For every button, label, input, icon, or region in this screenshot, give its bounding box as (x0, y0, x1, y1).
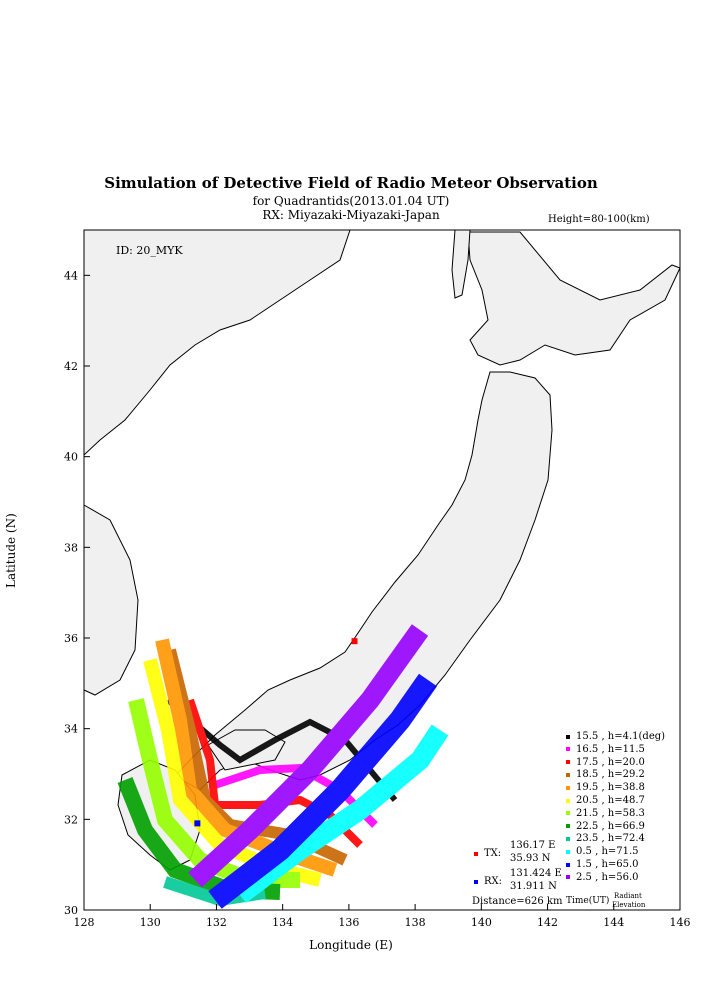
tx-lon: 136.17 E (510, 840, 556, 851)
legend-swatch (566, 772, 570, 777)
rx-lat: 31.911 N (510, 881, 557, 892)
y-ticks: 30 32 34 36 38 40 42 44 (64, 269, 90, 917)
legend-text: 17.5 , h=20.0 (576, 756, 645, 768)
legend-swatch (566, 849, 570, 854)
legend-item: 20.5 , h=48.7 (566, 795, 645, 806)
rx-marker (194, 820, 201, 827)
y-tick-label: 36 (64, 632, 78, 645)
land-hokkaido (467, 231, 681, 366)
land-mainland-asia (83, 229, 351, 457)
land-shikoku (207, 729, 286, 771)
legend-item: 19.5 , h=38.8 (566, 782, 645, 793)
legend-item: 18.5 , h=29.2 (566, 769, 645, 780)
legend-swatch (566, 785, 570, 790)
band-0130 (208, 673, 438, 909)
rx-label: RX: (484, 876, 503, 887)
tx-swatch (474, 851, 478, 856)
land-sakhalin (451, 229, 471, 299)
band-0030 (234, 724, 449, 903)
legend-text: 1.5 , h=65.0 (576, 859, 639, 870)
legend-swatch (566, 836, 570, 841)
legend-item: 15.5 , h=4.1(deg) (566, 731, 665, 742)
legend-item: 21.5 , h=58.3 (566, 808, 645, 819)
legend-text: 0.5 , h=71.5 (576, 846, 639, 858)
legend-elevation-label: Elevation (612, 901, 646, 909)
distance: Distance=626 km (472, 896, 563, 907)
legend-item: 2.5 , h=56.0 (566, 872, 639, 883)
legend-swatch (566, 734, 570, 739)
legend-swatch (566, 811, 570, 816)
x-tick-label: 140 (471, 916, 492, 929)
chart-subtitle: for Quadrantids(2013.01.04 UT) (252, 194, 450, 208)
legend-item: 1.5 , h=65.0 (566, 859, 639, 870)
y-tick-label: 34 (64, 723, 78, 736)
legend-text: 2.5 , h=56.0 (576, 871, 639, 883)
plot-frame (83, 229, 681, 911)
y-tick-label: 42 (64, 360, 78, 373)
legend-item: 17.5 , h=20.0 (566, 757, 645, 768)
chart-title: Simulation of Detective Field of Radio M… (104, 174, 598, 192)
legend-text: 22.5 , h=66.9 (576, 820, 645, 832)
x-tick-label: 134 (272, 916, 293, 929)
tx-lat: 35.93 N (510, 853, 551, 864)
tx-label: TX: (484, 848, 502, 859)
legend-item: 23.5 , h=72.4 (566, 833, 645, 844)
rx-lon: 131.424 E (510, 868, 562, 879)
legend-text: 19.5 , h=38.8 (576, 782, 645, 794)
y-tick-label: 32 (64, 813, 78, 826)
legend-swatch (566, 760, 570, 765)
x-tick-label: 136 (338, 916, 359, 929)
x-tick-label: 132 (206, 916, 227, 929)
legend-text: 18.5 , h=29.2 (576, 769, 645, 781)
y-tick-label: 38 (64, 541, 78, 554)
rx-location: RX: Miyazaki-Miyazaki-Japan (262, 208, 440, 222)
legend-swatch (566, 747, 570, 752)
legend-radiant-label: Radiant (614, 892, 642, 900)
legend-swatch (566, 798, 570, 803)
legend-text: 23.5 , h=72.4 (576, 833, 645, 845)
legend-text: 20.5 , h=48.7 (576, 795, 645, 806)
x-ticks: 128 130 132 134 136 138 140 142 144 146 (74, 904, 691, 929)
x-tick-label: 142 (537, 916, 558, 929)
y-axis-label: Latitude (N) (4, 513, 18, 588)
x-tick-label: 144 (603, 916, 624, 929)
x-tick-label: 128 (74, 916, 95, 929)
height-range: Height=80-100(km) (548, 214, 650, 225)
legend-item: 0.5 , h=71.5 (566, 846, 639, 857)
y-tick-label: 44 (64, 269, 78, 282)
legend-text: 15.5 , h=4.1(deg) (576, 731, 666, 742)
x-tick-label: 146 (670, 916, 691, 929)
land-japan-honshu (174, 371, 553, 791)
legend-item: 22.5 , h=66.9 (566, 821, 645, 832)
x-tick-label: 138 (405, 916, 426, 929)
legend-swatch (566, 875, 570, 880)
rx-info: RX: (474, 876, 502, 887)
x-tick-label: 130 (140, 916, 161, 929)
legend-item: 16.5 , h=11.5 (566, 744, 645, 755)
y-tick-label: 40 (64, 451, 78, 464)
legend-text: 16.5 , h=11.5 (576, 743, 645, 755)
legend-text: 21.5 , h=58.3 (576, 807, 645, 819)
detection-bands (117, 624, 449, 909)
tx-marker (351, 638, 358, 645)
y-tick-label: 30 (64, 904, 78, 917)
band-0230 (188, 624, 429, 888)
legend-swatch (566, 862, 570, 867)
tx-info: TX: (474, 848, 501, 859)
legend-swatch (566, 824, 570, 829)
land-korea (83, 504, 139, 696)
x-axis-label: Longitude (E) (309, 938, 393, 952)
rx-swatch (474, 879, 478, 884)
legend-time-label: Time(UT) (566, 896, 610, 906)
station-id: ID: 20_MYK (116, 244, 183, 257)
